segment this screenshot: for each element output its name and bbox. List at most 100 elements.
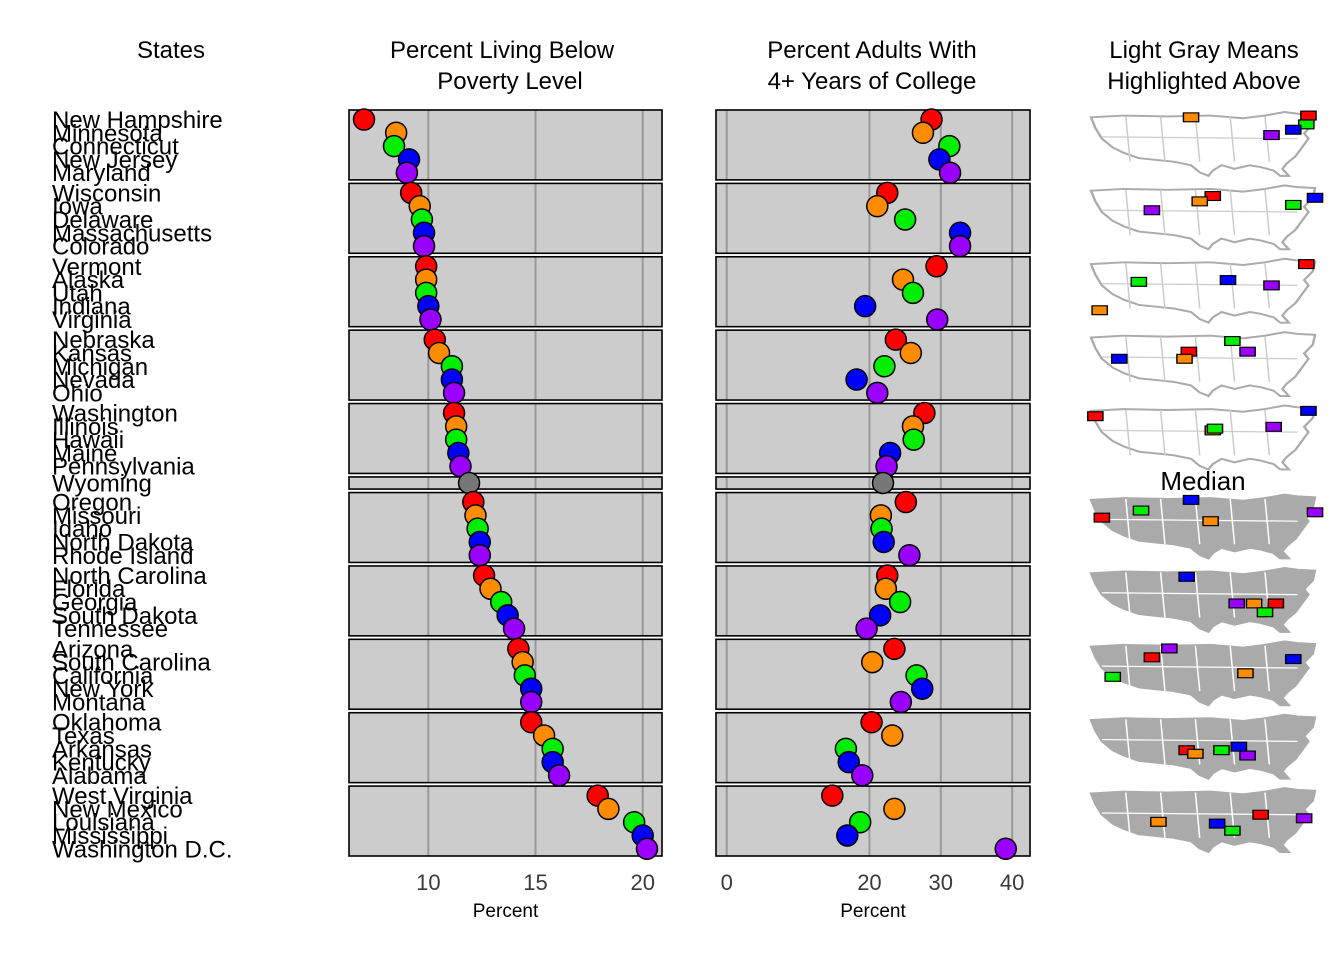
- college-band: [716, 403, 1030, 474]
- highlighted-state: [1224, 336, 1241, 347]
- state-label: Mississippi: [52, 823, 168, 850]
- state-label: California: [52, 663, 154, 690]
- highlighted-state: [1178, 571, 1196, 582]
- highlighted-state: [1204, 191, 1222, 202]
- state-border: [1101, 429, 1298, 433]
- us-outline: [1089, 257, 1317, 324]
- college-title-line2: 4+ Years of College: [768, 68, 977, 95]
- highlighted-state: [1143, 205, 1161, 216]
- poverty-band: [349, 786, 662, 856]
- state-label: Montana: [52, 690, 146, 717]
- poverty-tick-label: 20: [630, 870, 654, 895]
- state-label: New Mexico: [52, 796, 183, 823]
- state-label: Missouri: [52, 503, 141, 530]
- college-point: [866, 381, 889, 405]
- highlighted-state: [1224, 825, 1241, 836]
- state-label: Delaware: [52, 207, 153, 234]
- state-border: [1101, 209, 1298, 213]
- poverty-band: [349, 330, 662, 401]
- state-border: [1125, 645, 1131, 692]
- poverty-tick-label: 15: [523, 870, 547, 895]
- college-tick-label: 0: [721, 870, 733, 895]
- highlighted-state: [1267, 598, 1285, 609]
- micromaps: Median: [1087, 110, 1324, 854]
- poverty-band: [349, 639, 662, 710]
- college-title-line1: Percent Adults With: [767, 37, 976, 64]
- us-outline: [1089, 331, 1317, 398]
- highlighted-state: [1297, 259, 1315, 270]
- state-border: [1194, 572, 1201, 618]
- state-border: [1101, 518, 1298, 522]
- highlighted-state: [1245, 598, 1263, 609]
- college-band: [716, 639, 1030, 710]
- state-border: [1264, 336, 1271, 382]
- college-tick-label: 40: [1000, 870, 1024, 895]
- state-border: [1159, 116, 1166, 162]
- state-border: [1229, 645, 1236, 692]
- state-border: [1194, 409, 1201, 456]
- state-label: Ohio: [52, 380, 103, 407]
- state-label: Rhode Island: [52, 543, 193, 570]
- state-label: Vermont: [52, 254, 142, 281]
- state-label: Oklahoma: [52, 710, 162, 737]
- poverty-band-border: [348, 109, 663, 181]
- college-point: [871, 471, 895, 495]
- state-border: [1229, 498, 1236, 545]
- state-label: Maine: [52, 440, 117, 467]
- state-label: Arizona: [52, 636, 134, 663]
- college-point: [948, 234, 972, 258]
- highlighted-state: [1306, 507, 1324, 518]
- highlighted-state: [1130, 276, 1148, 287]
- states-header: States: [137, 37, 205, 64]
- state-label: Nevada: [52, 367, 135, 394]
- poverty-band: [349, 256, 662, 327]
- highlighted-state: [1213, 745, 1230, 756]
- state-micromap: [1089, 184, 1324, 251]
- poverty-tick-label: 10: [416, 870, 440, 895]
- highlighted-state: [1150, 816, 1167, 827]
- college-point: [925, 255, 948, 278]
- state-border: [1101, 738, 1298, 742]
- state-label: New Hampshire: [52, 107, 223, 134]
- poverty-point: [457, 471, 481, 495]
- college-point: [861, 650, 884, 674]
- state-border: [1229, 189, 1236, 236]
- highlighted-state: [1208, 818, 1226, 829]
- state-border: [1125, 336, 1131, 382]
- poverty-band-border: [348, 491, 663, 564]
- state-label: Louisiana: [52, 810, 155, 837]
- state-border: [1264, 409, 1271, 456]
- poverty-band-border: [348, 402, 663, 475]
- college-point: [888, 590, 912, 614]
- poverty-band-border: [348, 182, 663, 255]
- state-label: Illinois: [52, 414, 119, 441]
- poverty-point: [352, 108, 376, 131]
- highlighted-state: [1087, 411, 1104, 422]
- us-outline: [1089, 184, 1317, 251]
- poverty-band: [349, 476, 662, 490]
- college-point: [855, 617, 878, 640]
- state-border: [1159, 263, 1166, 309]
- state-label: Virginia: [52, 307, 132, 334]
- college-point: [910, 677, 934, 700]
- college-point: [821, 784, 844, 807]
- state-border: [1125, 116, 1131, 162]
- highlighted-state: [1191, 196, 1209, 207]
- state-border: [1194, 263, 1201, 309]
- college-band: [716, 183, 1030, 254]
- highlighted-state: [1300, 405, 1317, 416]
- college-point: [898, 544, 921, 567]
- state-border: [1264, 719, 1271, 765]
- state-border: [1159, 409, 1166, 456]
- college-band-border: [715, 255, 1031, 328]
- highlighted-state: [1256, 607, 1274, 618]
- college-point: [901, 281, 925, 305]
- college-point: [938, 161, 962, 184]
- college-point: [860, 710, 883, 734]
- highlighted-state: [1295, 813, 1313, 824]
- state-border: [1194, 336, 1201, 382]
- college-axis-label: Percent: [840, 901, 906, 922]
- highlighted-state: [1219, 275, 1237, 286]
